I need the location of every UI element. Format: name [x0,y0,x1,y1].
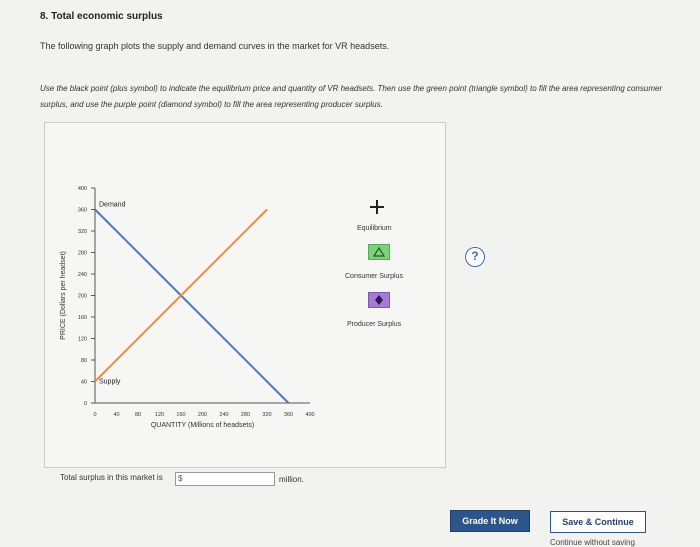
series-line-demand [94,208,290,404]
x-tick-label: 280 [241,412,250,418]
producer-surplus-diamond-tool[interactable] [368,292,390,308]
x-tick-label: 240 [219,412,228,418]
legend-producer-surplus: Producer Surplus [347,321,402,328]
y-tick-label: 160 [78,315,87,321]
consumer-surplus-triangle-tool[interactable] [368,244,390,260]
x-tick-label: 40 [113,412,119,418]
y-tick-label: 200 [78,294,87,300]
x-tick-label: 120 [155,412,164,418]
equilibrium-plus-tool[interactable] [367,197,387,217]
y-tick-label: 360 [78,208,87,214]
x-tick-label: 320 [262,412,271,418]
question-title: 8. Total economic surplus [40,11,163,22]
x-tick-label: 80 [135,412,141,418]
supply-demand-graph[interactable]: 0 40 80 120 160 200 240 280 320 360 400 0 40 80 120 160… [45,123,447,469]
total-surplus-unit: million. [279,475,304,484]
x-tick-label: 200 [198,412,207,418]
total-surplus-input[interactable]: $ [175,472,275,486]
grade-it-now-button[interactable]: Grade It Now [450,510,530,532]
question-intro: The following graph plots the supply and… [40,41,390,51]
legend-equilibrium: Equilibrium [357,225,392,232]
y-tick-label: 80 [81,358,87,364]
continue-without-saving-link[interactable]: Continue without saving [550,538,635,547]
supply-curve-label: Supply [99,379,121,386]
y-tick-label: 0 [84,401,87,407]
demand-curve-label: Demand [99,202,126,209]
save-continue-button[interactable]: Save & Continue [550,511,646,533]
question-mark-icon[interactable]: ? [465,247,485,267]
y-tick-label: 120 [78,337,87,343]
y-tick-label: 400 [78,186,87,192]
y-tick-label: 320 [78,229,87,235]
total-surplus-label: Total surplus in this market is [60,473,163,482]
x-tick-label: 360 [284,412,293,418]
x-tick-label: 0 [93,412,96,418]
y-tick-label: 240 [78,272,87,278]
y-tick-label: 40 [81,380,87,386]
question-instructions: Use the black point (plus symbol) to ind… [40,84,663,109]
series-line-supply [94,208,268,383]
x-axis-label: QUANTITY (Millions of headsets) [151,422,254,429]
triangle-icon [372,246,386,257]
x-tick-label: 160 [176,412,185,418]
graph-panel: 0 40 80 120 160 200 240 280 320 360 400 0 40 80 120 160… [44,122,485,469]
diamond-icon [375,295,383,305]
y-tick-label: 280 [78,251,87,257]
y-axis-label: PRICE (Dollars per headset) [60,251,67,340]
x-tick-label: 400 [305,412,314,418]
legend-consumer-surplus: Consumer Surplus [345,273,403,280]
